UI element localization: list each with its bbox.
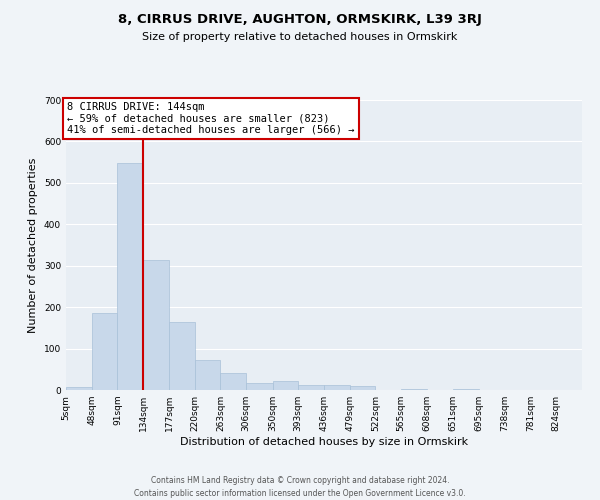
Text: 8, CIRRUS DRIVE, AUGHTON, ORMSKIRK, L39 3RJ: 8, CIRRUS DRIVE, AUGHTON, ORMSKIRK, L39 … bbox=[118, 12, 482, 26]
Text: Contains HM Land Registry data © Crown copyright and database right 2024.
Contai: Contains HM Land Registry data © Crown c… bbox=[134, 476, 466, 498]
Bar bbox=[66, 386, 92, 390]
Text: Size of property relative to detached houses in Ormskirk: Size of property relative to detached ho… bbox=[142, 32, 458, 42]
Bar bbox=[92, 314, 118, 390]
Bar bbox=[118, 163, 143, 390]
Y-axis label: Number of detached properties: Number of detached properties bbox=[28, 158, 38, 332]
Bar bbox=[453, 389, 479, 390]
Bar bbox=[401, 389, 427, 390]
Bar bbox=[220, 373, 246, 390]
Text: 8 CIRRUS DRIVE: 144sqm
← 59% of detached houses are smaller (823)
41% of semi-de: 8 CIRRUS DRIVE: 144sqm ← 59% of detached… bbox=[67, 102, 355, 136]
Bar bbox=[143, 260, 169, 390]
Bar bbox=[169, 322, 195, 390]
Bar bbox=[350, 386, 376, 390]
Bar bbox=[272, 381, 298, 390]
Bar bbox=[298, 385, 324, 390]
X-axis label: Distribution of detached houses by size in Ormskirk: Distribution of detached houses by size … bbox=[180, 437, 468, 447]
Bar bbox=[195, 360, 220, 390]
Bar bbox=[246, 382, 272, 390]
Bar bbox=[324, 385, 350, 390]
